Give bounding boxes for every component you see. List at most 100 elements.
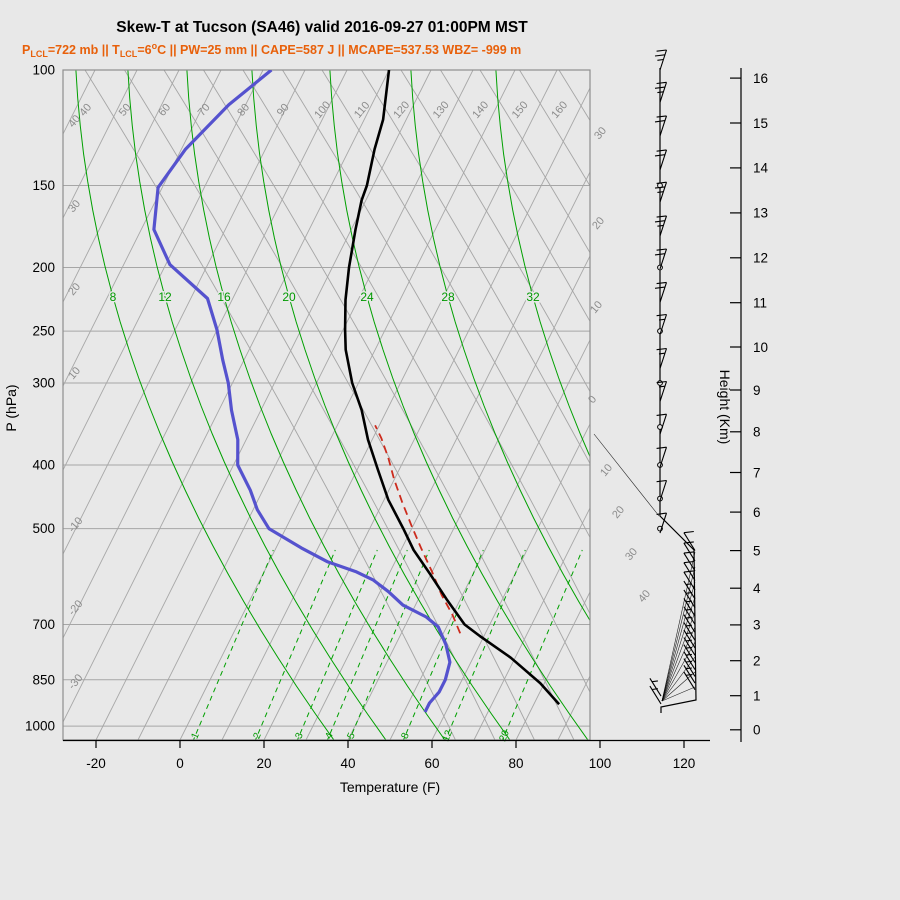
- wind-barb-halfflag: [685, 646, 692, 649]
- isotherm-label-right: 20: [610, 504, 627, 521]
- wind-barb-flag: [683, 530, 694, 534]
- wind-barb-flag: [654, 120, 665, 123]
- wind-barb: [656, 313, 668, 335]
- dry-adiabat-label: 60: [156, 102, 173, 119]
- wind-barb: [683, 580, 696, 600]
- isotherm-line: [221, 70, 558, 740]
- wind-barb-flag: [656, 479, 667, 483]
- wind-barb: [683, 598, 696, 617]
- moist-adiabat-line: [251, 70, 511, 740]
- wind-barb-halfflag: [685, 673, 692, 676]
- wind-barb-flag: [683, 551, 694, 554]
- dry-adiabat-label: 80: [235, 102, 252, 119]
- isotherm-line: [347, 254, 590, 740]
- height-tick-label: 1: [753, 689, 761, 704]
- wind-barb-staff: [683, 622, 696, 641]
- wind-barb: [654, 115, 668, 137]
- mixing-ratio-label: 2: [252, 731, 264, 741]
- isotherm-line: [515, 590, 590, 740]
- background-lattice: [63, 70, 900, 740]
- wind-barb: [683, 637, 696, 656]
- wind-barb-flag: [656, 313, 667, 317]
- wind-barb-flag: [656, 81, 667, 85]
- wind-barb-staff: [659, 414, 668, 435]
- height-tick-label: 6: [753, 505, 761, 520]
- wind-barb-staff: [683, 671, 696, 690]
- wind-barb-halfflag: [685, 653, 692, 656]
- isotherm-label-left: -30: [66, 672, 85, 692]
- isotherm-line: [642, 70, 900, 740]
- isotherm-line: [63, 70, 180, 304]
- height-tick-label: 8: [753, 425, 761, 440]
- wind-barb-halfflag: [685, 592, 692, 594]
- wind-barb-staff: [659, 480, 668, 501]
- wind-barb-staff: [683, 571, 696, 591]
- wind-barb: [656, 512, 668, 534]
- height-tick-label: 4: [753, 581, 761, 596]
- isotherm-label-left: -20: [66, 598, 85, 618]
- wind-barb: [654, 215, 668, 237]
- p-lcl-subscript: LCL: [30, 49, 48, 59]
- temperature-tick-label: 80: [508, 756, 523, 771]
- wind-barb: [654, 149, 668, 171]
- wind-barb: [683, 606, 696, 625]
- moist-adiabat-label: 24: [360, 290, 374, 304]
- mixing-ratio-line: [192, 549, 274, 740]
- t-lcl-label: =722 mb || T: [48, 43, 120, 57]
- moist-adiabat-label: 16: [217, 290, 231, 304]
- isotherm-line: [63, 70, 390, 724]
- isotherm-line: [305, 170, 590, 740]
- mixing-ratio-label: 5: [346, 731, 358, 741]
- wind-barb: [656, 347, 668, 369]
- wind-barb-flag: [654, 186, 665, 189]
- sounding-curves: [152, 70, 561, 713]
- isotherm-label-right: 10: [588, 299, 605, 316]
- wind-barb-halfflag: [657, 91, 664, 94]
- height-tick-label: 11: [753, 296, 767, 311]
- wind-barb-staff: [683, 606, 696, 625]
- mixing-ratio-line: [444, 549, 526, 740]
- wind-barb: [683, 622, 696, 641]
- isotherm-label-left: 10: [66, 365, 83, 382]
- mixing-ratio-label: 3: [294, 731, 306, 741]
- wind-barb-flag: [654, 220, 665, 223]
- isotherm-label-right: 30: [592, 125, 609, 142]
- wind-barb-halfflag: [658, 385, 665, 388]
- height-tick-label: 16: [753, 71, 768, 86]
- wind-barb-flag: [683, 560, 694, 564]
- wind-barb: [683, 570, 696, 591]
- temperature-tick-label: 20: [256, 756, 271, 771]
- wind-fan-line: [661, 656, 696, 702]
- isotherm-label-left: -10: [66, 515, 85, 535]
- wind-barb-staff: [683, 637, 696, 656]
- wind-barb: [656, 446, 668, 468]
- wind-barb-flag: [654, 54, 665, 57]
- wind-barb-staff: [683, 589, 696, 608]
- wind-barb: [656, 413, 668, 435]
- pressure-tick-label: 250: [32, 324, 55, 339]
- dry-adiabat-line: [203, 70, 575, 740]
- wind-fan-line: [661, 686, 696, 702]
- wind-barb-halfflag: [685, 660, 692, 663]
- wind-barb: [649, 685, 662, 705]
- wind-barb-halfflag: [657, 224, 664, 227]
- height-tick-label: 13: [753, 206, 768, 221]
- wind-barb-flag: [656, 248, 667, 251]
- wind-barb-staff: [659, 314, 668, 335]
- wind-barb-flag: [683, 541, 694, 544]
- wind-barb-halfflag: [658, 352, 665, 355]
- wind-barb-staff: [683, 651, 696, 670]
- t-lcl-value: =6: [137, 43, 151, 57]
- dry-adiabat-label: 140: [470, 99, 491, 121]
- wind-barb-flag: [654, 86, 665, 89]
- isotherm-line: [431, 422, 590, 740]
- moist-adiabat-line: [186, 70, 446, 740]
- isotherm-line: [63, 70, 264, 472]
- wind-barb: [654, 81, 668, 103]
- dry-adiabat-line: [361, 70, 590, 465]
- pressure-tick-label: 1000: [25, 719, 55, 734]
- isotherm-line: [600, 70, 900, 740]
- pressure-tick-label: 300: [32, 376, 55, 391]
